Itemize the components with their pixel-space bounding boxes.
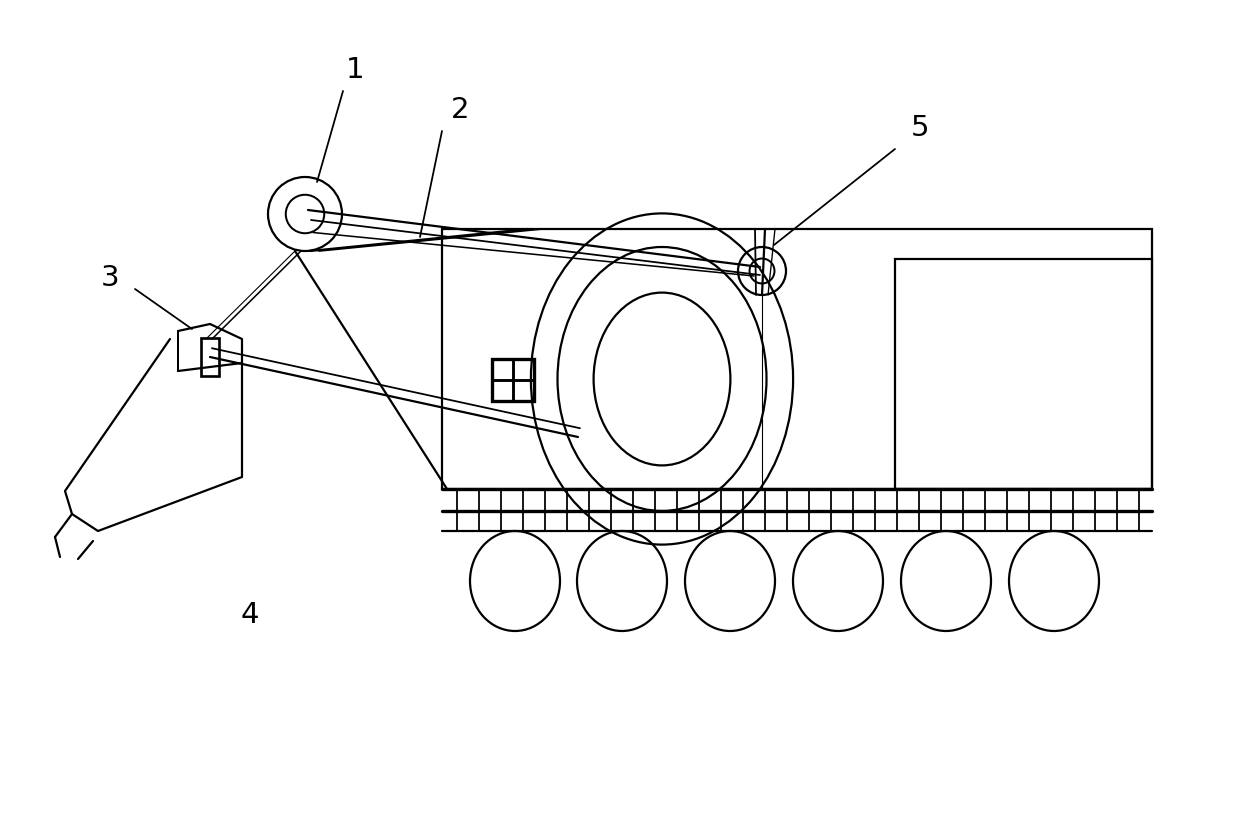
Bar [895,260,1152,490]
Text: 1: 1 [346,56,365,84]
Bar [492,360,534,401]
Bar [441,229,1152,490]
Text: 3: 3 [100,264,119,292]
Bar [201,338,219,377]
Text: 4: 4 [241,600,259,628]
Text: 2: 2 [451,96,469,124]
Text: 5: 5 [910,114,929,142]
